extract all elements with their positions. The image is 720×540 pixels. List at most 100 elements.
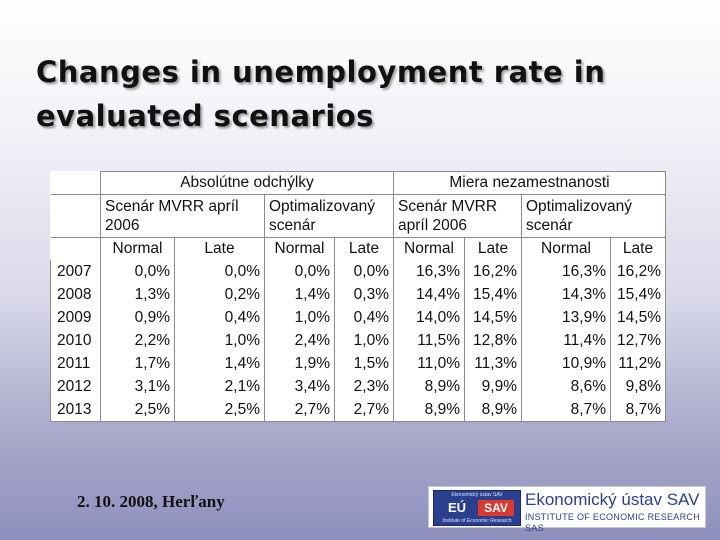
value-cell: 2,7%: [334, 398, 394, 422]
logo-emblem: Ekonomický ústav SAV EÚ SAV Institute of…: [433, 490, 521, 526]
table-row: 2010 2,2% 1,0% 2,4% 1,0% 11,5% 12,8% 11,4% 12,7%: [50, 329, 666, 352]
value-cell: 0,4%: [334, 306, 394, 329]
value-cell: 1,4%: [174, 352, 265, 375]
value-cell: 8,9%: [393, 375, 465, 398]
sub-header-cell: Normal: [100, 237, 175, 260]
value-cell: 0,0%: [174, 260, 265, 283]
group-header-row: Absolútne odchýlky Miera nezamestnanosti: [50, 171, 666, 195]
value-cell: 2,5%: [100, 398, 175, 422]
value-cell: 0,0%: [264, 260, 335, 283]
empty-corner-cell: [50, 194, 101, 238]
value-cell: 1,7%: [100, 352, 175, 375]
year-cell: 2009: [50, 306, 101, 329]
value-cell: 0,2%: [174, 283, 265, 306]
value-cell: 16,2%: [610, 260, 666, 283]
scenario-header-line: Scenár MVRR apríl: [105, 198, 239, 215]
institute-logo: Ekonomický ústav SAV EÚ SAV Institute of…: [428, 486, 706, 533]
value-cell: 8,6%: [521, 375, 611, 398]
table-body: 2007 0,0% 0,0% 0,0% 0,0% 16,3% 16,2% 16,3% 16,2%…: [50, 260, 666, 422]
year-cell: 2013: [50, 398, 101, 422]
table-row: 2012 3,1% 2,1% 3,4% 2,3% 8,9% 9,9% 8,6% 9,8%: [50, 375, 666, 398]
sub-header-cell: Late: [334, 237, 394, 260]
value-cell: 0,3%: [334, 283, 394, 306]
table-row: 2007 0,0% 0,0% 0,0% 0,0% 16,3% 16,2% 16,3% 16,2%: [50, 260, 666, 283]
scenario-header-line: 2006: [105, 217, 140, 234]
value-cell: 1,3%: [100, 283, 175, 306]
scenario-header-line: scenár: [269, 217, 316, 234]
value-cell: 9,9%: [464, 375, 522, 398]
value-cell: 15,4%: [610, 283, 666, 306]
value-cell: 8,7%: [610, 398, 666, 422]
scenario-header-mvrr-rate: Scenár MVRR apríl 2006: [393, 194, 522, 238]
scenario-header-optimized-rate: Optimalizovaný scenár: [521, 194, 666, 238]
value-cell: 11,5%: [393, 329, 465, 352]
empty-corner-cell: [50, 237, 101, 260]
table-row: 2008 1,3% 0,2% 1,4% 0,3% 14,4% 15,4% 14,3% 15,4%: [50, 283, 666, 306]
value-cell: 14,0%: [393, 306, 465, 329]
value-cell: 8,7%: [521, 398, 611, 422]
value-cell: 0,0%: [100, 260, 175, 283]
value-cell: 2,3%: [334, 375, 394, 398]
value-cell: 8,9%: [393, 398, 465, 422]
table-row: 2011 1,7% 1,4% 1,9% 1,5% 11,0% 11,3% 10,9% 11,2%: [50, 352, 666, 375]
year-cell: 2011: [50, 352, 101, 375]
value-cell: 8,9%: [464, 398, 522, 422]
value-cell: 2,7%: [264, 398, 335, 422]
empty-corner-cell: [50, 171, 101, 195]
scenario-header-line: apríl 2006: [398, 217, 467, 234]
value-cell: 1,9%: [264, 352, 335, 375]
value-cell: 11,4%: [521, 329, 611, 352]
value-cell: 0,0%: [334, 260, 394, 283]
sub-header-cell: Normal: [264, 237, 335, 260]
scenario-header-row: Scenár MVRR apríl 2006 Optimalizovaný sc…: [50, 194, 666, 238]
value-cell: 1,4%: [264, 283, 335, 306]
year-cell: 2008: [50, 283, 101, 306]
value-cell: 1,0%: [334, 329, 394, 352]
value-cell: 16,3%: [521, 260, 611, 283]
scenario-header-optimized-absolute: Optimalizovaný scenár: [264, 194, 394, 238]
value-cell: 15,4%: [464, 283, 522, 306]
value-cell: 11,2%: [610, 352, 666, 375]
value-cell: 11,0%: [393, 352, 465, 375]
value-cell: 16,2%: [464, 260, 522, 283]
value-cell: 0,9%: [100, 306, 175, 329]
emblem-sav-mark: SAV: [478, 500, 514, 516]
logo-institute-name: Ekonomický ústav SAV: [525, 490, 700, 509]
group-header-unemployment-rate: Miera nezamestnanosti: [393, 171, 666, 195]
value-cell: 0,4%: [174, 306, 265, 329]
logo-institute-name-en: INSTITUTE OF ECONOMIC RESEARCH SAS: [525, 512, 701, 533]
year-cell: 2010: [50, 329, 101, 352]
table-row: 2013 2,5% 2,5% 2,7% 2,7% 8,9% 8,9% 8,7% 8,7%: [50, 398, 666, 422]
emblem-bottom-text: Institute of Economic Research: [442, 518, 512, 524]
group-header-absolute-deviations: Absolútne odchýlky: [100, 171, 394, 195]
sub-header-cell: Late: [610, 237, 666, 260]
slide-title-line-1: Changes in unemployment rate in: [36, 55, 606, 89]
value-cell: 2,5%: [174, 398, 265, 422]
footer-date-place: 2. 10. 2008, Herľany: [77, 492, 225, 511]
value-cell: 11,3%: [464, 352, 522, 375]
value-cell: 3,4%: [264, 375, 335, 398]
scenario-header-mvrr-absolute: Scenár MVRR apríl 2006: [100, 194, 265, 238]
value-cell: 1,5%: [334, 352, 394, 375]
value-cell: 14,5%: [464, 306, 522, 329]
scenario-header-line: Optimalizovaný: [269, 198, 375, 215]
value-cell: 1,0%: [264, 306, 335, 329]
value-cell: 9,8%: [610, 375, 666, 398]
slide-title: Changes in unemployment rate in evaluate…: [36, 50, 686, 138]
sub-header-cell: Late: [464, 237, 522, 260]
scenario-header-line: scenár: [526, 217, 573, 234]
value-cell: 10,9%: [521, 352, 611, 375]
sub-header-cell: Normal: [521, 237, 611, 260]
unemployment-table: Absolútne odchýlky Miera nezamestnanosti…: [50, 171, 666, 422]
scenario-header-line: Scenár MVRR: [398, 198, 498, 215]
emblem-top-text: Ekonomický ústav SAV: [451, 492, 503, 498]
value-cell: 14,3%: [521, 283, 611, 306]
emblem-eu-mark: EÚ: [440, 500, 474, 516]
value-cell: 16,3%: [393, 260, 465, 283]
year-cell: 2007: [50, 260, 101, 283]
value-cell: 2,2%: [100, 329, 175, 352]
value-cell: 12,8%: [464, 329, 522, 352]
sub-header-cell: Normal: [393, 237, 465, 260]
value-cell: 13,9%: [521, 306, 611, 329]
scenario-header-line: Optimalizovaný: [526, 198, 632, 215]
